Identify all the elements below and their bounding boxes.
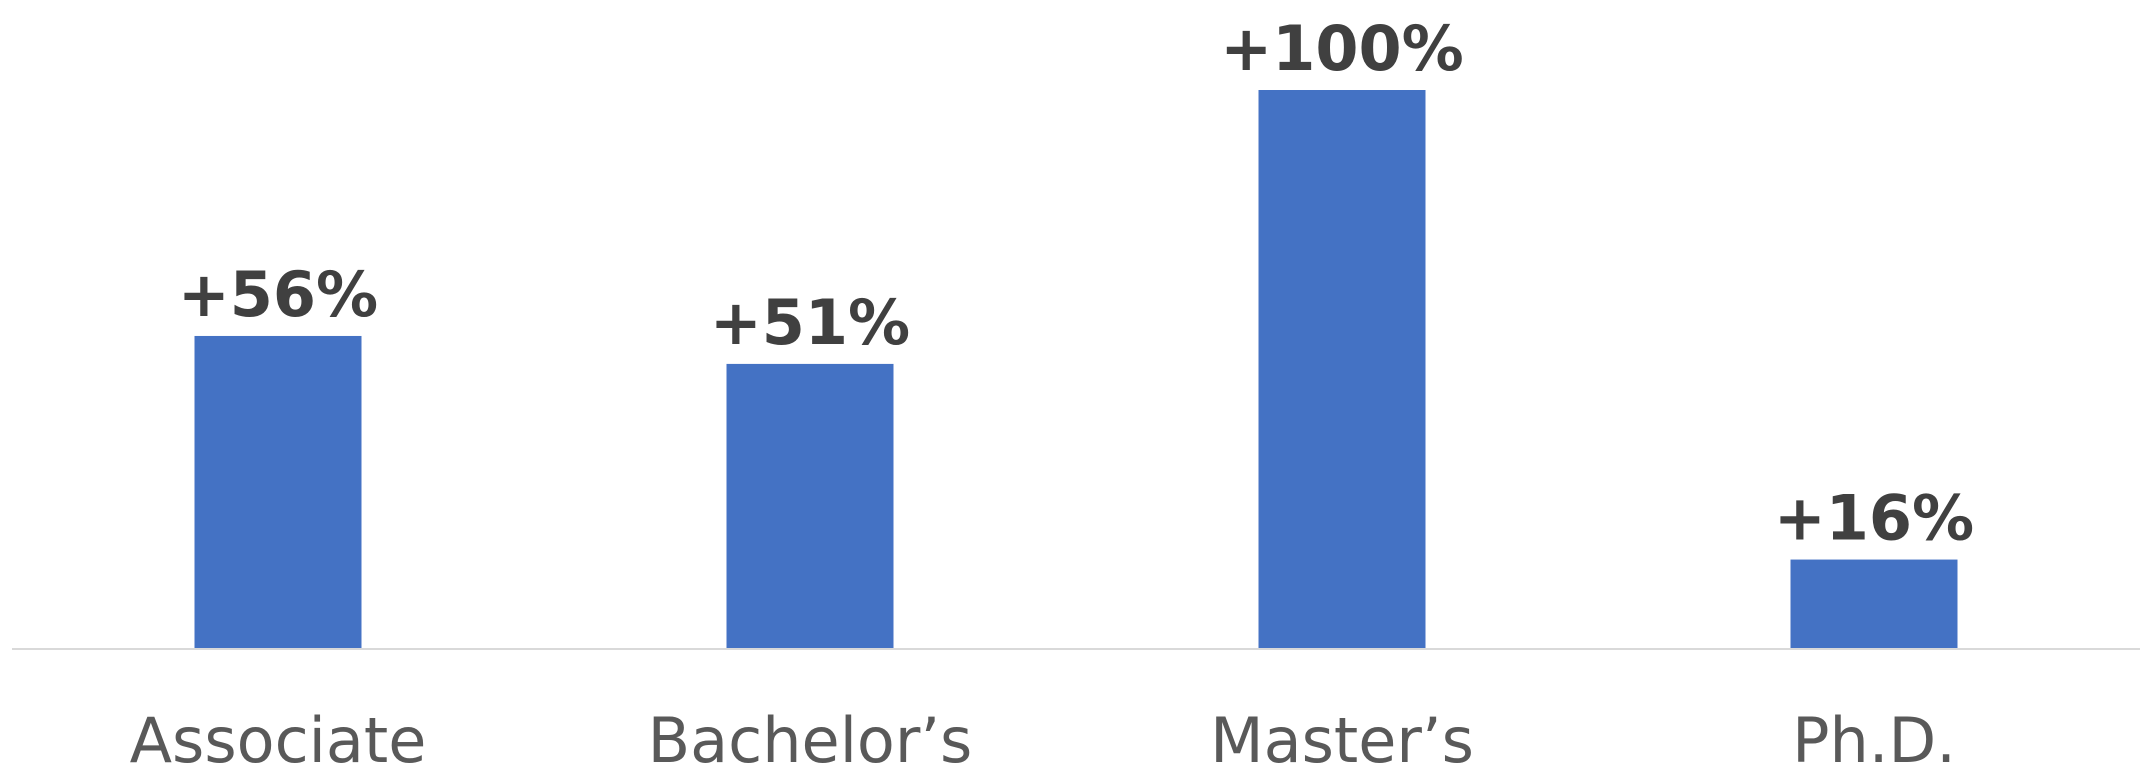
- bar-2: [1258, 90, 1426, 649]
- x-tick-label-0: Associate: [130, 704, 427, 771]
- bar-1: [726, 363, 894, 649]
- data-label-0: +56%: [178, 258, 378, 331]
- data-labels-group: +56% +51% +100% +16%: [178, 12, 1974, 555]
- data-label-2: +100%: [1220, 12, 1464, 85]
- x-tick-labels-group: Associate Bachelor’s Master’s Ph.D.: [130, 704, 1956, 771]
- data-label-3: +16%: [1774, 482, 1974, 555]
- x-tick-label-1: Bachelor’s: [648, 704, 973, 771]
- bar-3: [1790, 559, 1958, 649]
- data-label-1: +51%: [710, 286, 910, 359]
- bar-0: [194, 335, 362, 649]
- x-tick-label-2: Master’s: [1210, 704, 1474, 771]
- bars-group: [194, 90, 1958, 649]
- x-tick-label-3: Ph.D.: [1792, 704, 1956, 771]
